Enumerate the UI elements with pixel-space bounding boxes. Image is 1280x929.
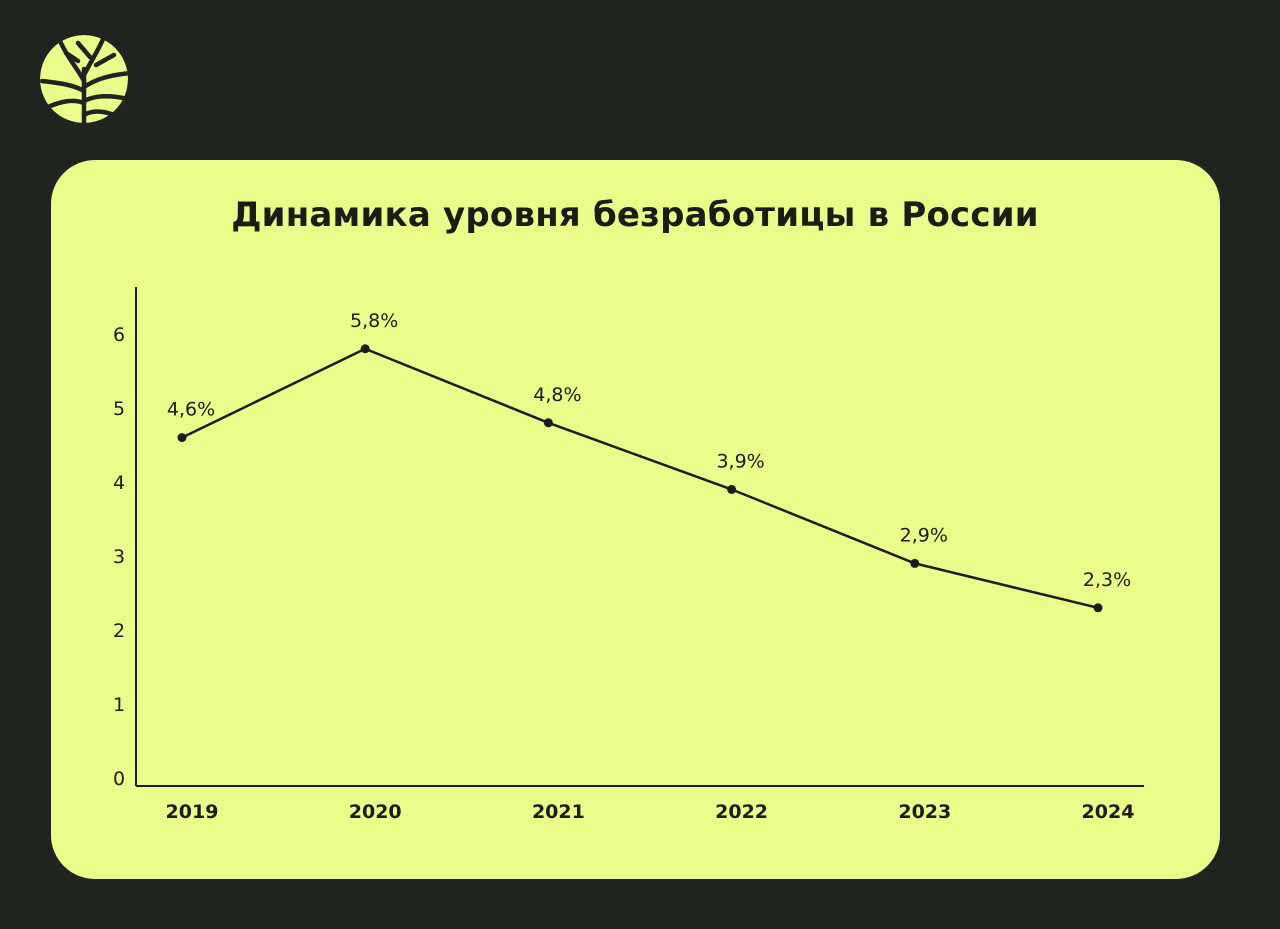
chart-title: Динамика уровня безработицы в России <box>231 195 1039 235</box>
x-tick-label: 2023 <box>898 801 951 823</box>
x-tick-label: 2024 <box>1082 801 1135 823</box>
data-point <box>360 344 370 354</box>
y-tick-label: 4 <box>113 472 125 494</box>
series-line <box>181 347 1099 610</box>
tree-leaf-logo-icon <box>40 35 128 123</box>
data-label: 2,3% <box>1083 569 1131 591</box>
data-point <box>727 484 737 494</box>
data-label: 4,8% <box>533 384 581 406</box>
y-tick-label: 0 <box>113 768 125 790</box>
data-label: 5,8% <box>350 310 398 332</box>
y-tick-label: 2 <box>113 620 125 642</box>
y-tick-label: 3 <box>113 546 125 568</box>
x-tick-label: 2019 <box>166 801 219 823</box>
x-tick-label: 2021 <box>532 801 585 823</box>
data-point <box>1093 603 1103 613</box>
data-label: 4,6% <box>167 399 215 421</box>
x-tick-label: 2022 <box>715 801 768 823</box>
y-tick-labels: 0 1 2 3 4 5 6 <box>113 324 125 790</box>
y-tick-label: 1 <box>113 694 125 716</box>
x-tick-labels: 2019 2020 2021 2022 2023 2024 <box>166 801 1135 823</box>
y-tick-label: 6 <box>113 324 125 346</box>
data-label: 3,9% <box>716 450 764 472</box>
x-tick-label: 2020 <box>349 801 402 823</box>
data-point <box>543 418 553 428</box>
data-labels: 4,6% 5,8% 4,8% 3,9% 2,9% 2,3% <box>167 310 1131 591</box>
chart-card <box>51 160 1220 879</box>
y-tick-label: 5 <box>113 398 125 420</box>
data-label: 2,9% <box>900 524 948 546</box>
data-point <box>910 558 920 568</box>
data-points <box>177 344 1103 613</box>
data-point <box>177 433 187 443</box>
